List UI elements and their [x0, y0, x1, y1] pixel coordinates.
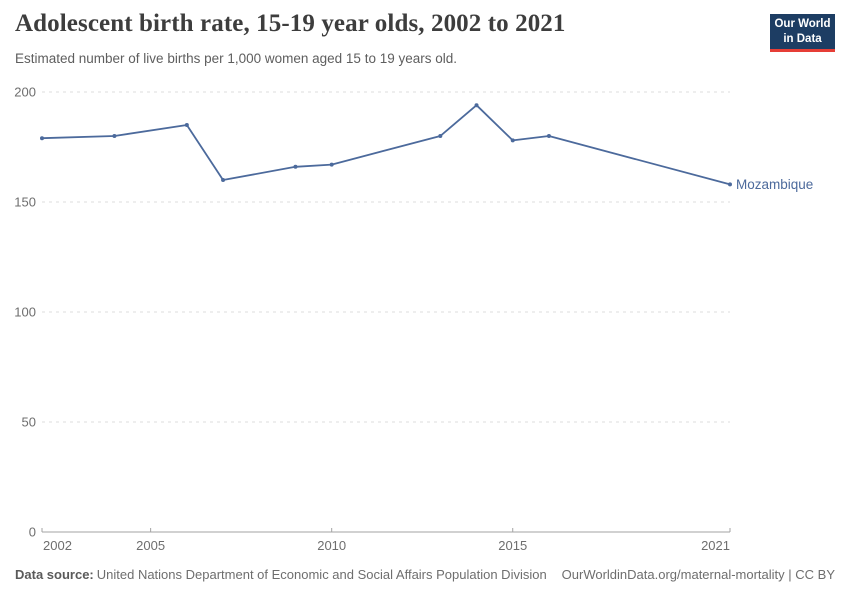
data-point	[510, 138, 515, 143]
x-tick-label: 2002	[43, 538, 72, 553]
data-point	[221, 178, 226, 182]
y-tick-label: 200	[14, 85, 36, 100]
data-line	[41, 104, 731, 186]
chart-subtitle: Estimated number of live births per 1,00…	[15, 51, 457, 66]
data-point	[293, 164, 298, 169]
data-point	[40, 136, 44, 141]
page-title: Adolescent birth rate, 15-19 year olds, …	[15, 10, 566, 37]
data-point	[728, 182, 732, 187]
y-tick-label: 0	[29, 525, 36, 540]
data-source-text: United Nations Department of Economic an…	[96, 567, 547, 582]
logo-text-line1: Our World	[774, 18, 831, 31]
data-source-label: Data source:	[15, 567, 94, 582]
y-tick-label: 50	[22, 415, 36, 430]
x-tick-label: 2005	[136, 538, 165, 553]
owid-url-license[interactable]: OurWorldinData.org/maternal-mortality | …	[561, 567, 835, 582]
data-point	[474, 103, 479, 108]
owid-logo: Our World in Data	[770, 14, 835, 52]
y-tick-label: 150	[14, 195, 36, 210]
data-point	[112, 134, 117, 138]
data-point	[329, 162, 334, 167]
x-tick-label: 2021	[701, 538, 730, 553]
data-point	[546, 134, 551, 138]
chart-footer: Data source: United Nations Department of…	[15, 567, 835, 582]
entity-label[interactable]: Mozambique	[736, 177, 813, 192]
data-point	[184, 123, 189, 127]
data-source-note: Data source: United Nations Department of…	[15, 567, 547, 582]
x-tick-label: 2010	[317, 538, 346, 553]
logo-text-line2: in Data	[783, 32, 822, 45]
data-point	[438, 134, 443, 138]
x-tick-label: 2015	[498, 538, 527, 553]
y-tick-label: 100	[14, 305, 36, 320]
